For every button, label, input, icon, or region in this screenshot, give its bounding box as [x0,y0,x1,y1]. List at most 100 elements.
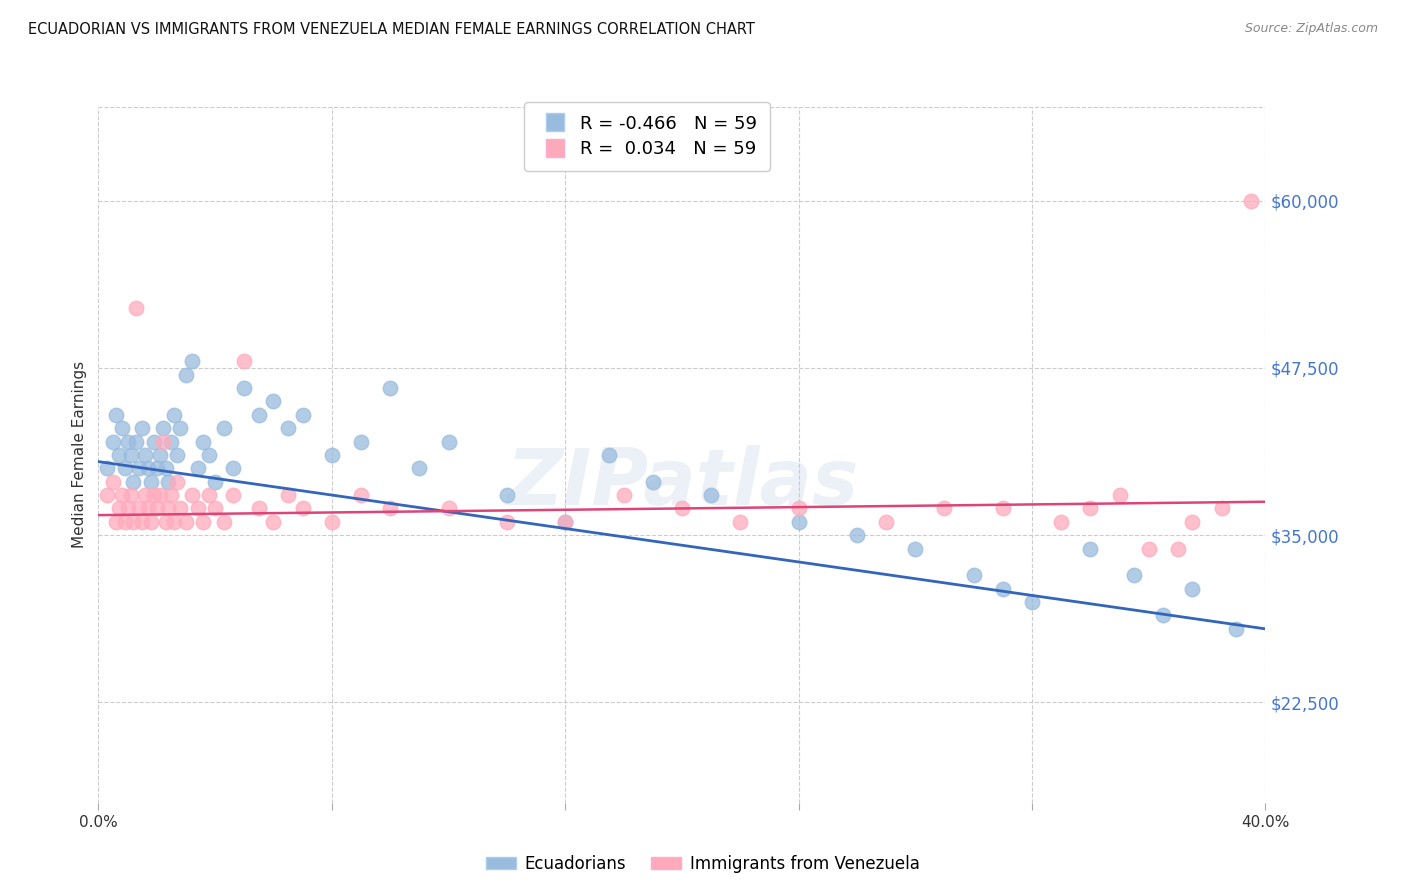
Point [187,461,209,475]
Point [125,434,148,449]
Point [378,501,402,516]
Point [554,515,576,529]
Point [134,448,156,462]
Point [114,515,136,529]
Point [108,448,131,462]
Point [139,475,162,489]
Point [163,515,186,529]
Point [700,488,723,502]
Point [437,501,460,516]
Point [291,501,314,516]
Point [350,488,373,502]
Point [128,501,150,516]
Point [1225,622,1247,636]
Point [122,475,145,489]
Point [277,421,299,435]
Text: ECUADORIAN VS IMMIGRANTS FROM VENEZUELA MEDIAN FEMALE EARNINGS CORRELATION CHART: ECUADORIAN VS IMMIGRANTS FROM VENEZUELA … [28,22,755,37]
Point [155,461,177,475]
Point [174,515,197,529]
Y-axis label: Median Female Earnings: Median Female Earnings [72,361,87,549]
Point [120,488,142,502]
Point [212,421,235,435]
Point [157,501,180,516]
Point [378,381,402,395]
Point [671,501,693,516]
Point [350,434,373,449]
Point [787,501,810,516]
Point [247,408,270,422]
Point [114,461,136,475]
Point [291,408,314,422]
Point [142,434,165,449]
Point [1167,541,1189,556]
Point [108,501,131,516]
Point [934,501,956,516]
Point [160,488,183,502]
Point [120,448,142,462]
Point [131,421,153,435]
Point [180,354,202,368]
Point [96,461,118,475]
Point [233,381,256,395]
Point [149,488,172,502]
Point [160,434,183,449]
Point [139,515,162,529]
Point [166,475,188,489]
Point [247,501,270,516]
Point [204,475,226,489]
Point [1050,515,1073,529]
Point [180,488,202,502]
Point [146,461,169,475]
Point [1080,501,1102,516]
Point [204,501,226,516]
Point [408,461,430,475]
Point [134,488,156,502]
Point [1080,541,1102,556]
Point [962,568,984,582]
Point [166,448,188,462]
Point [221,461,243,475]
Point [1137,541,1160,556]
Point [437,434,460,449]
Legend: R = -0.466   N = 59, R =  0.034   N = 59: R = -0.466 N = 59, R = 0.034 N = 59 [524,103,769,170]
Point [1123,568,1146,582]
Point [554,515,576,529]
Point [262,394,284,409]
Point [187,501,209,516]
Point [111,488,134,502]
Point [131,515,153,529]
Point [1211,501,1233,516]
Point [142,488,165,502]
Point [122,515,145,529]
Point [845,528,868,542]
Point [991,501,1014,516]
Point [277,488,299,502]
Point [169,421,191,435]
Point [155,515,177,529]
Legend: Ecuadorians, Immigrants from Venezuela: Ecuadorians, Immigrants from Venezuela [479,848,927,880]
Point [136,461,159,475]
Point [157,475,180,489]
Point [163,408,186,422]
Point [1021,595,1043,609]
Text: ZIPatlas: ZIPatlas [506,445,858,521]
Point [169,501,191,516]
Point [875,515,897,529]
Point [1181,582,1204,596]
Point [198,488,221,502]
Point [612,488,634,502]
Point [104,515,127,529]
Point [198,448,221,462]
Point [101,475,124,489]
Point [136,501,159,516]
Point [174,368,197,382]
Point [495,515,517,529]
Point [212,515,235,529]
Point [991,582,1014,596]
Text: Source: ZipAtlas.com: Source: ZipAtlas.com [1244,22,1378,36]
Point [641,475,664,489]
Point [321,448,343,462]
Point [117,501,139,516]
Point [1108,488,1130,502]
Point [193,434,215,449]
